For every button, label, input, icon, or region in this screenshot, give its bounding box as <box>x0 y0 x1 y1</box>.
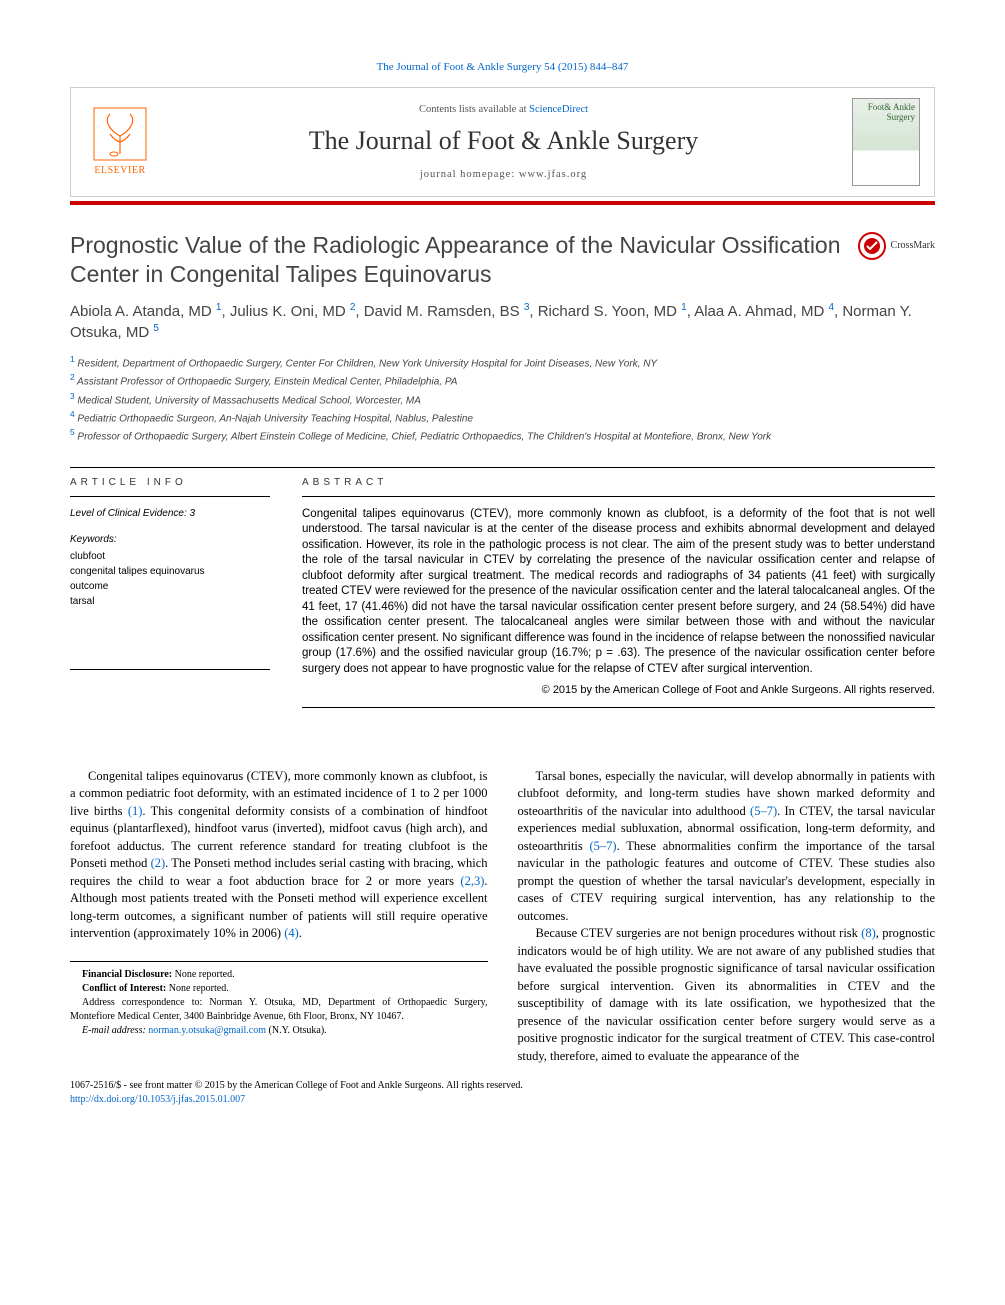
crossmark-badge[interactable]: CrossMark <box>857 231 935 261</box>
conflict-of-interest: Conflict of Interest: None reported. <box>70 982 488 996</box>
homepage-url[interactable]: www.jfas.org <box>519 169 587 180</box>
citation-ref[interactable]: (5–7) <box>750 804 777 818</box>
citation-ref[interactable]: (4) <box>284 926 299 940</box>
keywords-heading: Keywords: <box>70 533 270 547</box>
homepage-prefix: journal homepage: <box>420 169 519 180</box>
article-info-column: ARTICLE INFO Level of Clinical Evidence:… <box>70 468 270 708</box>
coi-value: None reported. <box>166 983 228 994</box>
citation-ref[interactable]: (2) <box>151 856 166 870</box>
financial-disclosure: Financial Disclosure: None reported. <box>70 968 488 982</box>
affiliation-line: 4 Pediatric Orthopaedic Surgeon, An-Naja… <box>70 408 935 426</box>
front-matter-line: 1067-2516/$ - see front matter © 2015 by… <box>70 1079 935 1093</box>
page: The Journal of Foot & Ankle Surgery 54 (… <box>0 0 1005 1147</box>
email-suffix: (N.Y. Otsuka). <box>266 1025 327 1036</box>
contents-prefix: Contents lists available at <box>419 104 529 115</box>
journal-cover-thumb: Foot& Ankle Surgery <box>852 98 920 186</box>
contents-available: Contents lists available at ScienceDirec… <box>175 103 832 118</box>
body-column-left: Congenital talipes equinovarus (CTEV), m… <box>70 768 488 1066</box>
crossmark-icon <box>857 231 887 261</box>
keyword: tarsal <box>70 594 270 609</box>
abstract-copyright: © 2015 by the American College of Foot a… <box>302 683 935 698</box>
elsevier-tree-icon <box>92 106 148 162</box>
article-info-heading: ARTICLE INFO <box>70 468 270 497</box>
fd-value: None reported. <box>172 969 234 980</box>
abstract-text: Congenital talipes equinovarus (CTEV), m… <box>302 507 935 678</box>
affiliations: 1 Resident, Department of Orthopaedic Su… <box>70 353 935 445</box>
red-divider <box>70 201 935 205</box>
body-paragraph: Tarsal bones, especially the navicular, … <box>518 768 936 926</box>
footnotes: Financial Disclosure: None reported. Con… <box>70 961 488 1038</box>
fd-label: Financial Disclosure: <box>82 969 172 980</box>
doi-link[interactable]: http://dx.doi.org/10.1053/j.jfas.2015.01… <box>70 1093 935 1107</box>
affiliation-line: 2 Assistant Professor of Orthopaedic Sur… <box>70 371 935 389</box>
body-columns: Congenital talipes equinovarus (CTEV), m… <box>70 768 935 1066</box>
info-abstract-row: ARTICLE INFO Level of Clinical Evidence:… <box>70 467 935 708</box>
journal-name: The Journal of Foot & Ankle Surgery <box>175 123 832 159</box>
email-line: E-mail address: norman.y.otsuka@gmail.co… <box>70 1024 488 1038</box>
email-label: E-mail address: <box>82 1025 148 1036</box>
journal-homepage: journal homepage: www.jfas.org <box>175 168 832 183</box>
keyword: outcome <box>70 579 270 594</box>
keyword: clubfoot <box>70 549 270 564</box>
info-rule <box>70 669 270 670</box>
email-link[interactable]: norman.y.otsuka@gmail.com <box>148 1025 266 1036</box>
citation-ref[interactable]: (2,3) <box>460 874 484 888</box>
body-text: . <box>299 926 302 940</box>
crossmark-label: CrossMark <box>891 239 935 253</box>
journal-header: ELSEVIER Contents lists available at Sci… <box>70 87 935 197</box>
abstract-rule <box>302 707 935 708</box>
sciencedirect-link[interactable]: ScienceDirect <box>529 104 588 115</box>
bottom-matter: 1067-2516/$ - see front matter © 2015 by… <box>70 1079 935 1107</box>
abstract-column: ABSTRACT Congenital talipes equinovarus … <box>302 468 935 708</box>
citation-ref[interactable]: (5–7) <box>590 839 617 853</box>
citation-ref[interactable]: (8) <box>861 926 876 940</box>
elsevier-logo: ELSEVIER <box>85 104 155 180</box>
affiliation-line: 1 Resident, Department of Orthopaedic Su… <box>70 353 935 371</box>
article-title: Prognostic Value of the Radiologic Appea… <box>70 231 841 289</box>
keyword: congenital talipes equinovarus <box>70 564 270 579</box>
elsevier-label: ELSEVIER <box>94 164 145 178</box>
top-citation: The Journal of Foot & Ankle Surgery 54 (… <box>70 60 935 75</box>
body-paragraph: Because CTEV surgeries are not benign pr… <box>518 925 936 1065</box>
body-column-right: Tarsal bones, especially the navicular, … <box>518 768 936 1066</box>
title-row: Prognostic Value of the Radiologic Appea… <box>70 231 935 289</box>
cover-label: Foot& Ankle Surgery <box>857 103 915 123</box>
header-center: Contents lists available at ScienceDirec… <box>155 103 852 183</box>
affiliation-line: 3 Medical Student, University of Massach… <box>70 390 935 408</box>
body-text: Because CTEV surgeries are not benign pr… <box>536 926 862 940</box>
coi-label: Conflict of Interest: <box>82 983 166 994</box>
abstract-heading: ABSTRACT <box>302 468 935 497</box>
citation-ref[interactable]: (1) <box>128 804 143 818</box>
body-text: , prognostic indicators would be of high… <box>518 926 936 1063</box>
body-paragraph: Congenital talipes equinovarus (CTEV), m… <box>70 768 488 943</box>
authors: Abiola A. Atanda, MD 1, Julius K. Oni, M… <box>70 301 935 343</box>
correspondence: Address correspondence to: Norman Y. Ots… <box>70 996 488 1024</box>
evidence-level: Level of Clinical Evidence: 3 <box>70 507 270 521</box>
keywords-list: clubfootcongenital talipes equinovarusou… <box>70 549 270 609</box>
affiliation-line: 5 Professor of Orthopaedic Surgery, Albe… <box>70 426 935 444</box>
